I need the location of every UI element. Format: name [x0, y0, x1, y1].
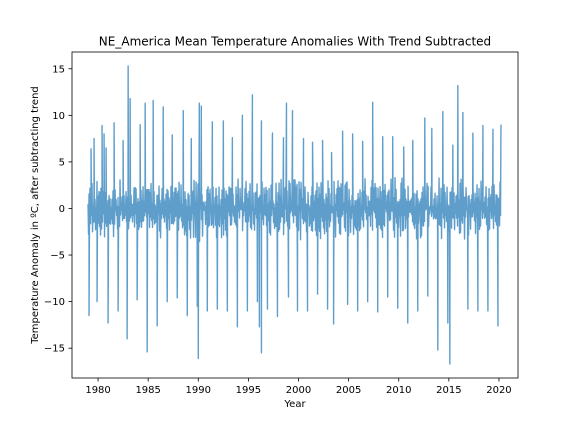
- x-tick-label: 2020: [486, 385, 511, 396]
- x-tick-label: 2015: [436, 385, 461, 396]
- series-layer: [87, 65, 502, 365]
- x-tick-label: 2000: [286, 385, 311, 396]
- x-tick-label: 1985: [135, 385, 160, 396]
- y-tick-label: −10: [44, 297, 65, 308]
- y-axis-label: Temperature Anomaly in ºC, after subtrac…: [30, 86, 41, 345]
- x-tick-label: 1980: [85, 385, 110, 396]
- x-tick-label: 1995: [236, 385, 261, 396]
- x-tick-label: 2005: [336, 385, 361, 396]
- x-axis: 1980 1985 1990 1995 2000 2005 2010 2015 2020: [85, 378, 512, 396]
- y-tick-label: 5: [59, 157, 65, 168]
- y-tick-label: −5: [50, 251, 65, 262]
- plot-area: [71, 51, 519, 379]
- y-tick-label: 10: [52, 111, 65, 122]
- x-tick-label: 1990: [186, 385, 211, 396]
- y-axis: −15 −10 −5 0 5 10 15: [44, 64, 72, 355]
- y-tick-label: 0: [59, 204, 65, 215]
- chart-title: NE_America Mean Temperature Anomalies Wi…: [99, 35, 491, 49]
- y-tick-label: −15: [44, 344, 65, 355]
- x-tick-label: 2010: [386, 385, 411, 396]
- x-axis-label: Year: [283, 399, 306, 410]
- anomaly-series-line: [87, 65, 502, 365]
- y-tick-label: 15: [52, 64, 65, 75]
- plot-frame: [71, 51, 519, 379]
